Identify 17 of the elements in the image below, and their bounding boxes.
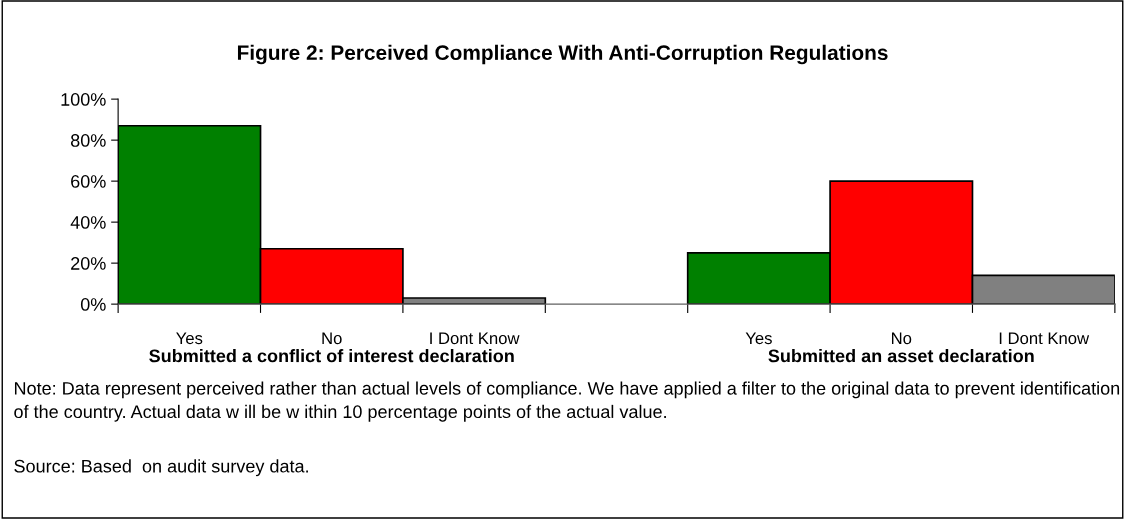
text: Submitted an asset declaration <box>768 349 1034 363</box>
y-tick-label: 100% <box>61 93 106 106</box>
x-tick-label: No <box>892 332 912 345</box>
x-tick-label: I Dont Know <box>999 332 1090 345</box>
chart-title: Figure 2: Perceived Compliance With Anti-Corruption Regulations <box>237 44 888 65</box>
x-tick-label: Yes <box>745 332 772 345</box>
source-note: Source: Based on audit survey data. <box>14 459 308 477</box>
y-tick-label: 40% <box>70 216 106 229</box>
x-tick-label: Yes <box>176 332 203 345</box>
text: Submitted a conflict of interest declaration <box>149 349 514 363</box>
text: Note: Data represent perceived rather than actual levels of compliance. We have applied a filter to the original data to prevent identification of the country. Actual data w ill be w ithin 10 percentage points of the actual value. <box>14 381 1120 422</box>
y-tick-label: 0% <box>80 298 106 311</box>
y-tick-label: 60% <box>71 175 106 188</box>
y-tick-label: 20% <box>71 257 106 270</box>
x-tick-label: I Dont Know <box>430 332 520 345</box>
y-tick-label: 80% <box>70 134 106 147</box>
x-tick-label: No <box>322 332 342 345</box>
